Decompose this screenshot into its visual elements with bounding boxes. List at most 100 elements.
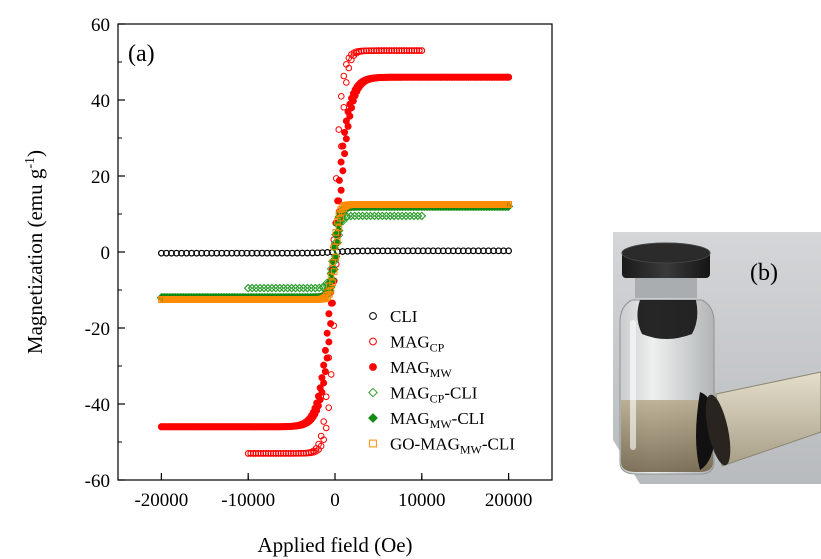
data-point	[337, 214, 344, 222]
data-point	[369, 363, 377, 371]
data-point	[404, 247, 412, 255]
data-point	[252, 450, 260, 457]
data-point	[287, 283, 296, 293]
data-point	[413, 211, 423, 221]
data-point	[321, 368, 329, 376]
data-point	[314, 283, 324, 293]
data-point	[449, 247, 457, 255]
data-point	[208, 249, 216, 257]
data-point	[198, 249, 205, 257]
data-point	[403, 47, 411, 54]
data-point	[341, 150, 349, 158]
data-point	[258, 249, 266, 257]
data-point	[327, 286, 335, 294]
data-point	[378, 211, 387, 221]
data-point	[328, 299, 336, 307]
magnet-end	[705, 394, 731, 466]
data-point	[349, 247, 356, 255]
data-point	[340, 72, 348, 80]
data-point	[267, 283, 277, 293]
data-point	[320, 361, 328, 369]
data-point	[388, 47, 395, 54]
x-axis-label: Applied field (Oe)	[257, 533, 412, 557]
legend-item-go_mag_mw_cli: GO-MAGMW-CLI	[369, 435, 515, 457]
data-point	[329, 279, 336, 287]
data-point	[168, 249, 175, 257]
data-point	[415, 47, 423, 54]
data-point	[344, 122, 352, 130]
data-point	[334, 197, 342, 205]
x-tick-label: 10000	[398, 490, 446, 511]
legend-label: GO-MAGMW-CLI	[390, 435, 515, 457]
data-point	[318, 388, 326, 396]
data-point	[390, 47, 398, 54]
y-tick-label: 40	[91, 91, 110, 112]
data-point	[275, 283, 285, 293]
data-point	[379, 247, 387, 255]
data-point	[173, 249, 180, 257]
data-point	[369, 247, 377, 255]
data-point	[500, 247, 507, 255]
data-point	[238, 249, 246, 257]
data-point	[323, 354, 331, 362]
data-point	[247, 283, 257, 293]
data-point	[346, 211, 356, 221]
y-axis-label: Magnetization (emu g-1)	[23, 150, 47, 354]
panel-b-label: (b)	[750, 260, 778, 286]
data-point	[272, 450, 280, 457]
data-point	[385, 47, 393, 54]
x-tick-label: 0	[330, 490, 340, 511]
data-point	[314, 249, 321, 257]
vial-liquid	[621, 400, 713, 472]
data-point	[418, 47, 426, 54]
data-point	[346, 112, 354, 120]
x-tick-label: 20000	[485, 490, 533, 511]
data-point	[285, 450, 292, 457]
data-point	[395, 47, 403, 54]
data-point	[434, 247, 442, 255]
data-point	[348, 104, 356, 112]
data-point	[460, 247, 467, 255]
data-point	[327, 320, 335, 328]
data-point	[485, 247, 492, 255]
series-go_mag_mw_cli	[158, 201, 512, 303]
data-point	[243, 283, 253, 293]
data-point	[393, 47, 400, 54]
data-point	[178, 249, 185, 257]
data-point	[325, 310, 333, 318]
legend-label: MAGMW	[390, 358, 452, 380]
series-cli	[158, 247, 512, 257]
data-point	[320, 436, 327, 443]
data-point	[320, 379, 328, 387]
data-point	[344, 247, 351, 255]
data-point	[490, 247, 497, 255]
vial-photo: (b)	[613, 232, 821, 484]
legend-label: CLI	[390, 307, 418, 326]
data-point	[279, 283, 289, 293]
data-point	[358, 48, 365, 55]
axis-ticks: -20000 -10000 0 10000 20000 -60 -40 -20 0 20 40 60	[85, 15, 533, 511]
data-point	[316, 396, 324, 404]
data-point	[213, 249, 221, 257]
data-point	[302, 449, 310, 457]
data-point	[327, 371, 335, 378]
data-point	[408, 47, 416, 54]
data-point	[370, 211, 379, 221]
series-mag_cp_cli	[243, 211, 427, 293]
data-point	[307, 283, 316, 293]
data-point	[321, 346, 329, 354]
data-point	[297, 450, 305, 457]
data-point	[343, 79, 350, 86]
data-point	[354, 247, 361, 255]
data-point	[373, 47, 380, 54]
data-point	[251, 283, 261, 293]
data-point	[470, 247, 477, 255]
data-point	[385, 211, 395, 221]
data-point	[398, 47, 405, 54]
data-point	[309, 249, 316, 257]
y-tick-label: -20	[85, 319, 110, 340]
data-point	[409, 247, 417, 255]
data-point	[339, 142, 347, 150]
data-point	[369, 337, 377, 346]
data-point	[475, 247, 482, 255]
